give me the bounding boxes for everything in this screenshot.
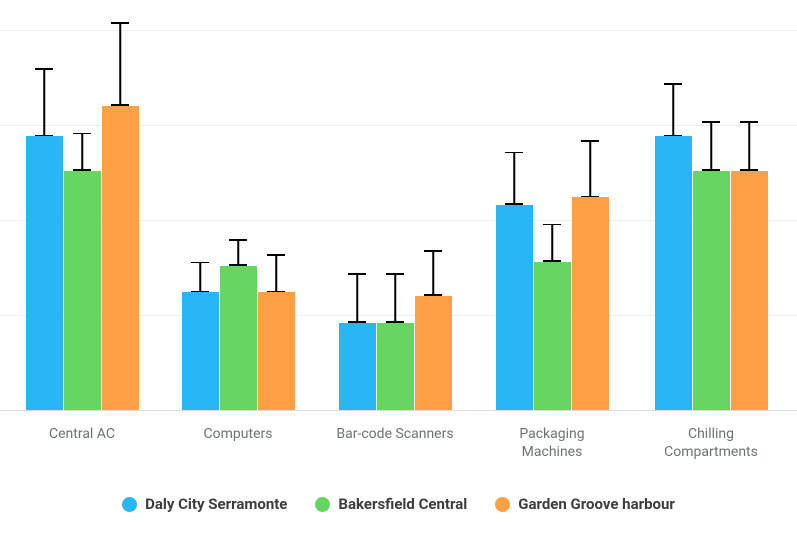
legend-swatch <box>315 497 330 512</box>
bar <box>220 266 257 410</box>
gridline <box>0 30 797 31</box>
x-axis-label: Computers <box>158 425 318 443</box>
error-bar <box>655 83 692 136</box>
legend-swatch <box>495 497 510 512</box>
bar <box>415 296 452 410</box>
legend: Daly City Serramonte Bakersfield Central G… <box>0 495 797 513</box>
error-bar <box>572 140 609 197</box>
bar <box>26 136 63 410</box>
baseline <box>0 410 797 411</box>
bar <box>258 292 295 410</box>
bar-chart: Central ACComputersBar-code ScannersPack… <box>0 0 797 543</box>
legend-label: Daly City Serramonte <box>145 495 287 513</box>
x-axis-label: Bar-code Scanners <box>315 425 475 443</box>
x-axis-label: PackagingMachines <box>472 425 632 461</box>
error-bar <box>220 239 257 266</box>
bar <box>102 106 139 410</box>
error-bar <box>534 224 571 262</box>
bar <box>534 262 571 410</box>
bar <box>572 197 609 410</box>
legend-item: Daly City Serramonte <box>122 495 287 513</box>
legend-item: Garden Groove harbour <box>495 495 675 513</box>
bar <box>182 292 219 410</box>
error-bar <box>496 152 533 205</box>
plot-area: Central ACComputersBar-code ScannersPack… <box>0 0 797 543</box>
x-axis-label: ChillingCompartments <box>631 425 791 461</box>
error-bar <box>64 133 101 171</box>
x-axis-label: Central AC <box>2 425 162 443</box>
bar <box>64 171 101 410</box>
error-bar <box>182 262 219 292</box>
error-bar <box>26 68 63 136</box>
legend-swatch <box>122 497 137 512</box>
bar <box>693 171 730 410</box>
error-bar <box>731 121 768 170</box>
error-bar <box>258 254 295 292</box>
error-bar <box>415 250 452 296</box>
legend-label: Bakersfield Central <box>338 495 467 513</box>
error-bar <box>693 121 730 170</box>
error-bar <box>102 22 139 106</box>
bar <box>496 205 533 410</box>
bar <box>377 323 414 410</box>
bar <box>655 136 692 410</box>
legend-label: Garden Groove harbour <box>518 495 675 513</box>
bar <box>731 171 768 410</box>
bar <box>339 323 376 410</box>
legend-item: Bakersfield Central <box>315 495 467 513</box>
